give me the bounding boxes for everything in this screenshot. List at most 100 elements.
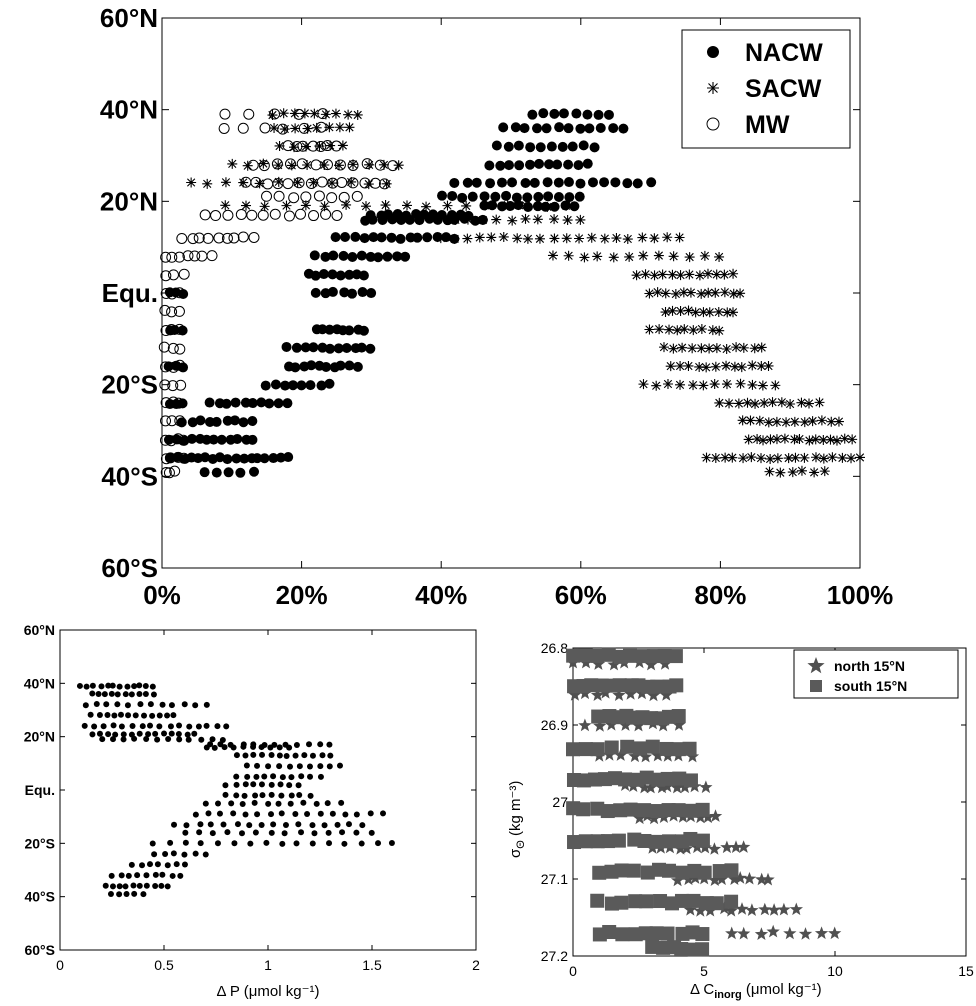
data-point (669, 678, 684, 693)
data-point (298, 829, 305, 836)
data-point (620, 739, 635, 754)
data-point (172, 451, 184, 463)
data-point (204, 397, 215, 408)
data-point (159, 379, 171, 391)
data-point (387, 214, 398, 225)
data-point (125, 872, 132, 879)
data-point (510, 122, 521, 133)
data-point (632, 811, 647, 825)
data-point (128, 861, 135, 868)
data-point (250, 751, 257, 758)
data-point (818, 434, 829, 445)
data-point (502, 200, 513, 210)
data-point (578, 718, 592, 732)
data-point (697, 865, 712, 880)
data-point (687, 343, 698, 354)
data-point (814, 926, 829, 940)
data-point (779, 433, 790, 444)
data-point (783, 926, 797, 940)
data-point (96, 730, 103, 737)
data-point (665, 361, 676, 372)
data-point (722, 307, 733, 318)
data-point (637, 232, 648, 243)
data-point (766, 924, 780, 938)
data-point (319, 752, 326, 759)
data-point (522, 233, 533, 244)
data-point (201, 434, 212, 445)
data-point (591, 709, 606, 724)
series-mw (158, 108, 399, 479)
data-point (658, 657, 672, 670)
y-axis-label-main: σ (507, 848, 524, 858)
data-point (268, 751, 275, 758)
data-point (173, 397, 185, 409)
data-point (767, 903, 781, 916)
data-point (239, 453, 250, 464)
data-point (558, 108, 569, 119)
data-point (288, 192, 300, 204)
data-point (123, 891, 130, 898)
data-point (264, 398, 275, 409)
data-point (615, 927, 630, 942)
data-point (309, 250, 320, 261)
data-point (300, 141, 311, 152)
data-point (480, 200, 491, 211)
data-point (574, 191, 585, 202)
data-point (638, 926, 653, 941)
x-axis-label-main: Δ C (690, 981, 714, 998)
data-point (215, 800, 222, 807)
data-point (462, 233, 473, 244)
series-points (76, 682, 395, 898)
data-point (163, 467, 175, 479)
data-point (640, 269, 651, 280)
data-point (603, 109, 614, 120)
data-point (181, 701, 188, 708)
data-point (671, 742, 686, 757)
data-point (765, 453, 776, 464)
data-point (314, 141, 325, 152)
x-axis-label-unit: (μmol kg⁻¹) (742, 981, 822, 998)
data-point (210, 210, 222, 222)
data-point (105, 731, 112, 738)
data-point (167, 839, 174, 846)
data-point (549, 233, 560, 244)
data-point (553, 177, 564, 188)
data-point (296, 763, 303, 770)
data-point (147, 722, 154, 729)
data-point (278, 108, 289, 119)
data-point (563, 123, 574, 134)
data-point (221, 398, 232, 409)
data-point (125, 712, 132, 719)
data-point (166, 415, 178, 427)
data-point (574, 233, 585, 244)
data-point (167, 396, 179, 408)
data-point (335, 360, 346, 371)
data-point (377, 214, 388, 225)
data-point (696, 288, 707, 299)
data-point (147, 701, 154, 708)
data-point (638, 749, 653, 763)
data-point (187, 417, 198, 428)
data-point (261, 190, 273, 202)
data-point (767, 397, 778, 408)
data-point (618, 772, 633, 787)
data-point (704, 343, 715, 354)
data-point (713, 306, 724, 317)
data-point (770, 380, 781, 391)
data-point (414, 215, 425, 226)
data-point (612, 678, 627, 693)
data-point (484, 160, 495, 171)
legend-label-north: north 15°N (834, 658, 905, 674)
data-point (143, 872, 150, 879)
data-point (174, 359, 186, 371)
data-point (227, 158, 238, 169)
data-point (292, 752, 299, 759)
data-point (366, 288, 377, 299)
data-point (675, 305, 686, 316)
legend: north 15°N south 15°N (793, 649, 959, 699)
x-tick-label: 80% (694, 580, 746, 610)
y-tick-label: 60°N (100, 3, 158, 33)
data-point (258, 744, 265, 751)
data-point (306, 360, 317, 371)
data-point (614, 863, 629, 878)
